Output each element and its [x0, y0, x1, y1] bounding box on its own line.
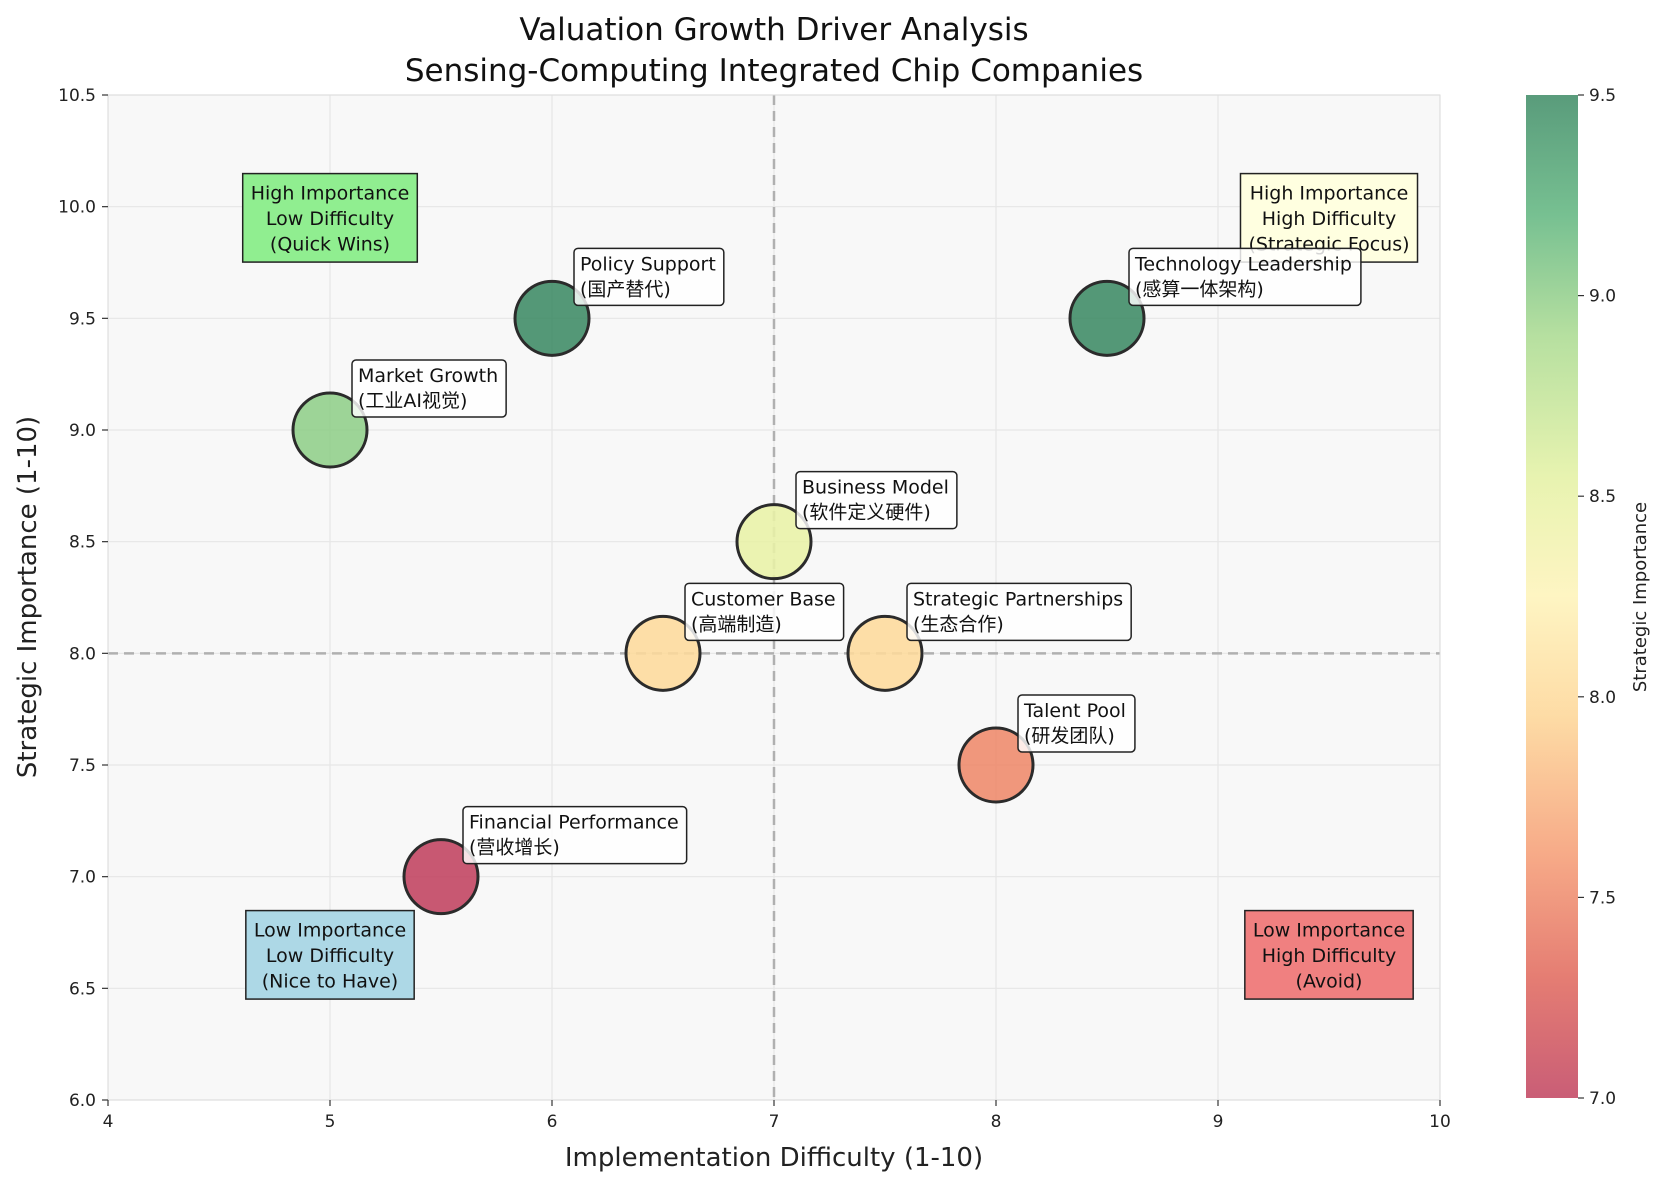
x-tick-label: 5 [325, 1112, 336, 1132]
annotation-sublabel: (国产替代) [580, 278, 671, 300]
point-annotation: Policy Support (国产替代) [573, 247, 725, 307]
point-annotation: Technology Leadership (感算一体架构) [1128, 247, 1362, 307]
point-annotations: Technology Leadership (感算一体架构) Market Grow… [351, 247, 1362, 865]
annotation-sublabel: (生态合作) [913, 613, 1004, 635]
x-tick-label: 9 [1213, 1112, 1224, 1132]
y-tick-label: 9.0 [69, 421, 96, 441]
annotation-box [906, 582, 1132, 642]
annotation-box [351, 359, 507, 418]
chart-title-line-2: Sensing-Computing Integrated Chip Compan… [405, 53, 1143, 89]
y-tick-label: 8.5 [69, 533, 96, 553]
annotation-box [1017, 694, 1136, 753]
scatter-point [846, 614, 924, 692]
annotation-sublabel: (研发团队) [1024, 725, 1115, 747]
colorbar-tick-label: 8.0 [1589, 688, 1616, 708]
y-axis-title: Strategic Importance (1-10) [13, 416, 43, 778]
x-tick-label: 7 [769, 1112, 780, 1132]
quadrant-label: High Importance Low Difficulty (Quick Wins… [241, 172, 419, 263]
annotation-label: Technology Leadership [1134, 253, 1352, 275]
colorbar-tick-label: 8.5 [1589, 487, 1616, 507]
x-tick-label: 10 [1429, 1112, 1451, 1132]
colorbar-title: Strategic Importance [1630, 502, 1651, 692]
point-annotation: Customer Base (高端制造) [684, 582, 845, 642]
quadrant-text: Low Difficulty [266, 208, 394, 230]
quadrant-box [1239, 172, 1419, 263]
y-tick-label: 6.5 [69, 979, 96, 999]
colorbar-tick-label: 7.5 [1589, 888, 1616, 908]
y-tick-label: 7.0 [69, 868, 96, 888]
annotation-box [684, 582, 845, 642]
quadrant-text: Low Importance [1253, 919, 1405, 941]
quadrant-box [1244, 909, 1414, 1000]
annotation-label: Policy Support [580, 253, 716, 275]
y-tick-label: 8.0 [69, 644, 96, 664]
chart-title-line-1: Valuation Growth Driver Analysis [519, 12, 1028, 48]
annotation-sublabel: (感算一体架构) [1135, 278, 1264, 300]
scatter-point [957, 726, 1035, 804]
annotation-box [462, 805, 688, 865]
annotation-label: Strategic Partnerships [913, 588, 1123, 610]
point-annotation: Strategic Partnerships (生态合作) [906, 582, 1132, 642]
x-axis-title: Implementation Difficulty (1-10) [565, 1143, 983, 1173]
y-tick-label: 6.0 [69, 1091, 96, 1111]
colorbar-tick-label: 7.0 [1589, 1089, 1616, 1109]
point-annotation: Talent Pool (研发团队) [1017, 694, 1136, 753]
annotation-sublabel: (软件定义硬件) [802, 502, 931, 524]
point-annotation: Financial Performance (营收增长) [462, 805, 688, 865]
annotation-label: Talent Pool [1023, 700, 1126, 722]
quadrant-text: (Avoid) [1296, 970, 1363, 992]
y-tick-label: 7.5 [69, 756, 96, 776]
quadrant-text: High Importance [1250, 182, 1409, 204]
annotation-label: Market Growth [358, 365, 498, 387]
annotation-label: Business Model [802, 477, 949, 499]
scatter-point [513, 279, 591, 357]
annotation-sublabel: (高端制造) [691, 613, 782, 635]
quadrant-text: (Quick Wins) [270, 233, 390, 255]
point-annotation: Market Growth (工业AI视觉) [351, 359, 507, 418]
quadrant-text: (Nice to Have) [262, 970, 398, 992]
scatter-point [624, 614, 702, 692]
scatter-point [291, 391, 369, 469]
annotation-box [1128, 247, 1362, 307]
annotation-label: Customer Base [691, 588, 836, 610]
quadrant-text: High Difficulty [1262, 945, 1396, 967]
x-tick-label: 8 [991, 1112, 1002, 1132]
x-tick-label: 4 [103, 1112, 114, 1132]
colorbar-tick-label: 9.5 [1589, 86, 1616, 106]
quadrant-label: Low Importance Low Difficulty (Nice to Hav… [245, 909, 415, 1000]
quadrant-text: Low Difficulty [266, 945, 394, 967]
y-tick-label: 10.5 [58, 86, 96, 106]
colorbar [1526, 95, 1578, 1098]
annotation-sublabel: (营收增长) [469, 837, 560, 859]
colorbar-ticks: 7.0 7.5 8.0 8.5 9.0 9.5 [1578, 86, 1616, 1109]
annotation-sublabel: (工业AI视觉) [358, 390, 467, 412]
y-tick-label: 10.0 [58, 198, 96, 218]
quadrant-text: High Importance [251, 182, 410, 204]
quadrant-text: Low Importance [254, 919, 406, 941]
quadrant-label: Low Importance High Difficulty (Avoid) [1244, 909, 1414, 1000]
quadrant-box [245, 909, 415, 1000]
x-tick-label: 6 [547, 1112, 558, 1132]
x-axis-ticks: 4 5 6 7 8 9 10 [103, 1100, 1451, 1132]
y-axis-ticks: 6.0 6.5 7.0 7.5 8.0 8.5 9.0 9.5 10.0 10.5 [58, 86, 108, 1111]
quadrant-labels: High Importance Low Difficulty (Quick Wins… [241, 172, 1419, 1000]
data-points [291, 279, 1146, 916]
scatter-point [1068, 279, 1146, 357]
y-tick-label: 9.5 [69, 309, 96, 329]
annotation-box [795, 470, 958, 530]
colorbar-tick-label: 9.0 [1589, 287, 1616, 307]
quadrant-box [241, 172, 419, 263]
scatter-point [735, 503, 813, 581]
point-annotation: Business Model (软件定义硬件) [795, 470, 958, 530]
quadrant-text: High Difficulty [1262, 208, 1396, 230]
annotation-box [573, 247, 725, 307]
scatter-point [402, 838, 480, 916]
annotation-label: Financial Performance [469, 812, 679, 834]
